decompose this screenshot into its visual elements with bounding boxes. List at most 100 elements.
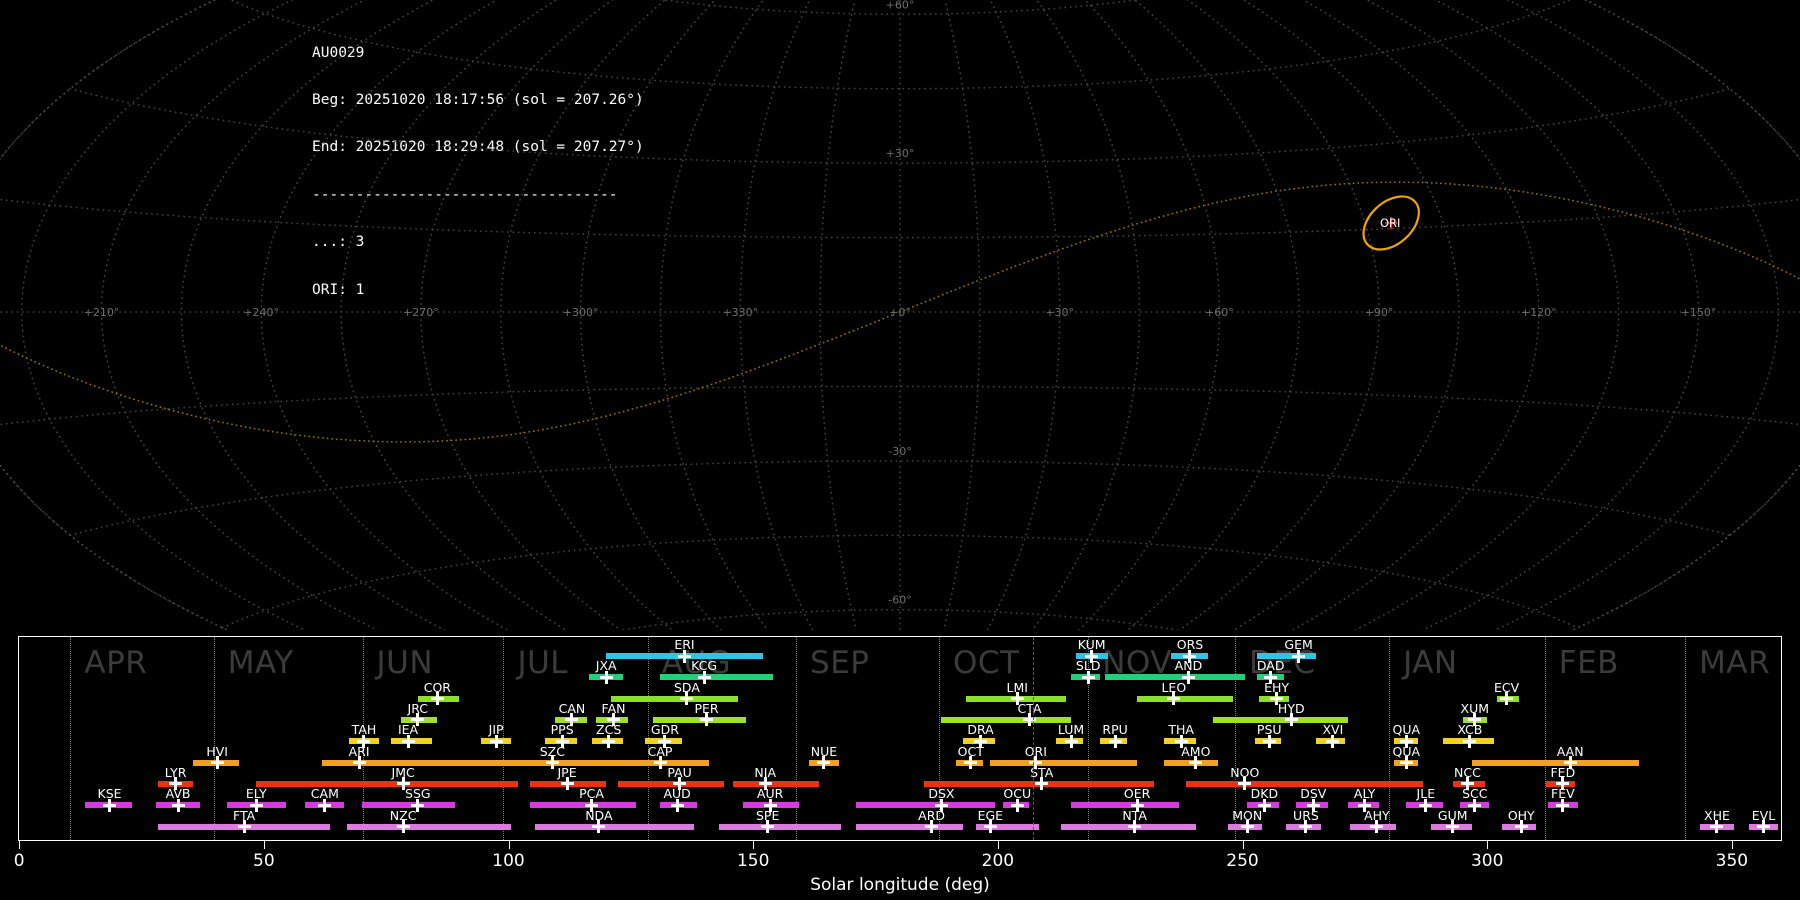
shower-activity-bar[interactable] — [1002, 802, 1030, 809]
month-label: FEB — [1558, 645, 1619, 681]
month-divider — [938, 637, 940, 840]
shower-activity-bar[interactable] — [660, 802, 697, 809]
shower-activity-bar[interactable] — [256, 780, 519, 787]
axis-tick — [753, 841, 755, 849]
shower-activity-bar[interactable] — [591, 738, 624, 745]
shower-activity-bar[interactable] — [855, 802, 996, 809]
shower-code-label: NCC — [1454, 764, 1481, 780]
shower-activity-bar[interactable] — [1548, 802, 1578, 809]
shower-activity-bar[interactable] — [941, 716, 1072, 723]
shower-activity-bar[interactable] — [1430, 823, 1473, 830]
shower-activity-bar[interactable] — [1227, 823, 1262, 830]
shower-code-label: ERI — [674, 637, 695, 652]
shower-activity-bar[interactable] — [611, 695, 739, 702]
shower-code-label: AUD — [663, 786, 691, 802]
shower-activity-bar[interactable] — [1315, 738, 1346, 745]
capture-begin: Beg: 20251020 18:17:56 (sol = 207.26°) — [312, 91, 644, 108]
shower-activity-bar[interactable] — [1442, 738, 1495, 745]
shower-activity-bar[interactable] — [1472, 759, 1639, 766]
dec-grid-label: +30° — [886, 147, 915, 160]
shower-code-label: KCG — [691, 658, 718, 674]
shower-activity-bar[interactable] — [346, 823, 511, 830]
shower-activity-bar[interactable] — [652, 716, 746, 723]
shower-activity-bar[interactable] — [855, 823, 964, 830]
shower-activity-bar[interactable] — [1164, 759, 1218, 766]
shower-activity-bar[interactable] — [965, 695, 1067, 702]
shower-code-label: RPU — [1102, 722, 1128, 738]
shower-activity-bar[interactable] — [606, 653, 763, 659]
axis-tick — [263, 841, 265, 849]
ra-grid-label: +120° — [1521, 306, 1557, 319]
axis-tick — [19, 841, 21, 849]
shower-activity-bar[interactable] — [809, 759, 839, 766]
shower-code-label: LYR — [164, 764, 187, 780]
shower-activity-bar[interactable] — [1100, 738, 1128, 745]
shower-activity-bar[interactable] — [481, 738, 511, 745]
shower-activity-bar[interactable] — [535, 823, 695, 830]
shower-activity-bar[interactable] — [1254, 738, 1282, 745]
shower-code-label: NTA — [1122, 807, 1147, 823]
shower-activity-bar[interactable] — [660, 674, 773, 681]
shower-activity-bar[interactable] — [589, 674, 624, 681]
shower-activity-bar[interactable] — [733, 780, 820, 787]
shower-activity-bar[interactable] — [718, 823, 842, 830]
shower-code-label: XUM — [1460, 700, 1490, 716]
shower-activity-bar[interactable] — [990, 759, 1138, 766]
shower-activity-bar[interactable] — [361, 802, 455, 809]
shower-activity-bar[interactable] — [618, 780, 724, 787]
shower-code-label: JXA — [595, 658, 617, 674]
shower-code-label: KSE — [97, 786, 122, 802]
shower-activity-bar[interactable] — [1071, 674, 1101, 681]
shower-activity-bar[interactable] — [1496, 695, 1519, 702]
shower-code-label: TAH — [351, 722, 377, 738]
shower-code-label: AHY — [1364, 807, 1390, 823]
shower-activity-bar[interactable] — [1748, 823, 1779, 830]
shower-activity-bar[interactable] — [85, 802, 132, 809]
shower-activity-bar[interactable] — [1349, 823, 1397, 830]
shower-activity-bar[interactable] — [1257, 653, 1316, 659]
shower-activity-bar[interactable] — [158, 823, 330, 830]
shower-activity-bar[interactable] — [1061, 823, 1196, 830]
shower-activity-bar[interactable] — [156, 802, 201, 809]
shower-activity-bar[interactable] — [530, 802, 636, 809]
shower-activity-bar[interactable] — [1699, 823, 1735, 830]
shower-activity-bar[interactable] — [305, 802, 345, 809]
dec-grid-label: +60° — [886, 0, 915, 11]
shower-activity-bar[interactable] — [1105, 674, 1245, 681]
shower-code-label: DSX — [928, 786, 955, 802]
shower-activity-bar[interactable] — [1286, 823, 1321, 830]
shower-activity-bar[interactable] — [1186, 780, 1424, 787]
shower-activity-bar[interactable] — [924, 780, 1155, 787]
shower-activity-bar[interactable] — [975, 823, 1040, 830]
shower-activity-bar[interactable] — [1394, 759, 1419, 766]
shower-code-label: JMC — [391, 764, 415, 780]
shower-code-label: NZC — [389, 807, 417, 823]
shower-code-label: IEA — [397, 722, 419, 738]
shower-activity-bar[interactable] — [1212, 716, 1348, 723]
shower-code-label: FED — [1550, 764, 1576, 780]
shower-activity-bar[interactable] — [1056, 738, 1084, 745]
shower-activity-bar[interactable] — [1501, 823, 1536, 830]
shower-code-label: ALY — [1353, 786, 1376, 802]
shower-activity-bar[interactable] — [322, 759, 607, 766]
shower-code-label: CAP — [647, 743, 673, 759]
axis-tick-label: 50 — [253, 851, 275, 871]
shower-code-label: AVB — [165, 786, 191, 802]
axis-tick-label: 0 — [13, 851, 25, 871]
shower-code-label: SDA — [673, 679, 700, 695]
shower-activity-bar[interactable] — [1071, 802, 1179, 809]
month-label: MAR — [1699, 645, 1771, 681]
ra-grid-label: +90° — [1365, 306, 1394, 319]
ra-grid-label: +270° — [403, 306, 439, 319]
shower-code-label: GUM — [1437, 807, 1468, 823]
shower-code-label: AAN — [1556, 743, 1584, 759]
shower-activity-bar[interactable] — [598, 759, 709, 766]
shower-activity-bar[interactable] — [956, 759, 983, 766]
shower-activity-bar[interactable] — [390, 738, 433, 745]
shower-code-label: JRC — [407, 700, 429, 716]
shower-code-label: QUA — [1392, 722, 1421, 738]
shower-activity-bar[interactable] — [192, 759, 240, 766]
shower-activity-bar[interactable] — [1137, 695, 1233, 702]
radiant-marker-ori[interactable]: ORI — [1353, 186, 1429, 260]
shower-code-label: OER — [1123, 786, 1151, 802]
